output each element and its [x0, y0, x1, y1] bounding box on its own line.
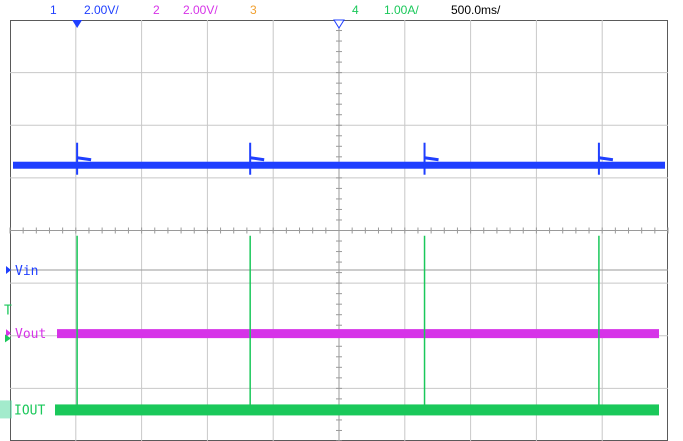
ch1-number: 1: [50, 3, 57, 17]
ch1-trace: [13, 161, 665, 169]
ch4-scale: 1.00A/: [384, 3, 419, 17]
channel-header: 1 2.00V/ 2 2.00V/ 3 4 1.00A/ 500.0ms/: [0, 0, 683, 20]
trigger-level-marker: [5, 334, 11, 343]
trigger-time-marker: [72, 20, 83, 28]
position-markers: [72, 19, 345, 29]
ch1-scale: 2.00V/: [84, 3, 119, 17]
traces: [10, 142, 668, 416]
iout-label: IOUT: [14, 403, 45, 418]
graticule: [9, 19, 669, 441]
vin-label: Vin: [15, 264, 38, 279]
ch1-glitch-tail: [424, 156, 439, 162]
trigger-level-label: T: [4, 304, 12, 319]
vout-trace: [57, 329, 659, 339]
vin-ground-marker: [6, 265, 11, 274]
vout-ground-marker: [6, 329, 11, 338]
ch2-scale: 2.00V/: [183, 3, 218, 17]
ch1-glitch-tail: [598, 156, 614, 162]
ch1-glitch-tail: [76, 156, 92, 162]
ch4-number: 4: [352, 3, 359, 17]
iout-trace: [55, 404, 659, 416]
ch2-number: 2: [153, 3, 160, 17]
vout-label: Vout: [15, 327, 46, 342]
timebase-scale: 500.0ms/: [451, 3, 501, 17]
ch3-number: 3: [250, 3, 257, 17]
center-time-marker: [333, 19, 345, 29]
ch1-glitch-tail: [249, 156, 265, 162]
iout-ground-marker: [0, 400, 12, 419]
channel-labels: Vin Vout IOUT T: [0, 264, 46, 419]
